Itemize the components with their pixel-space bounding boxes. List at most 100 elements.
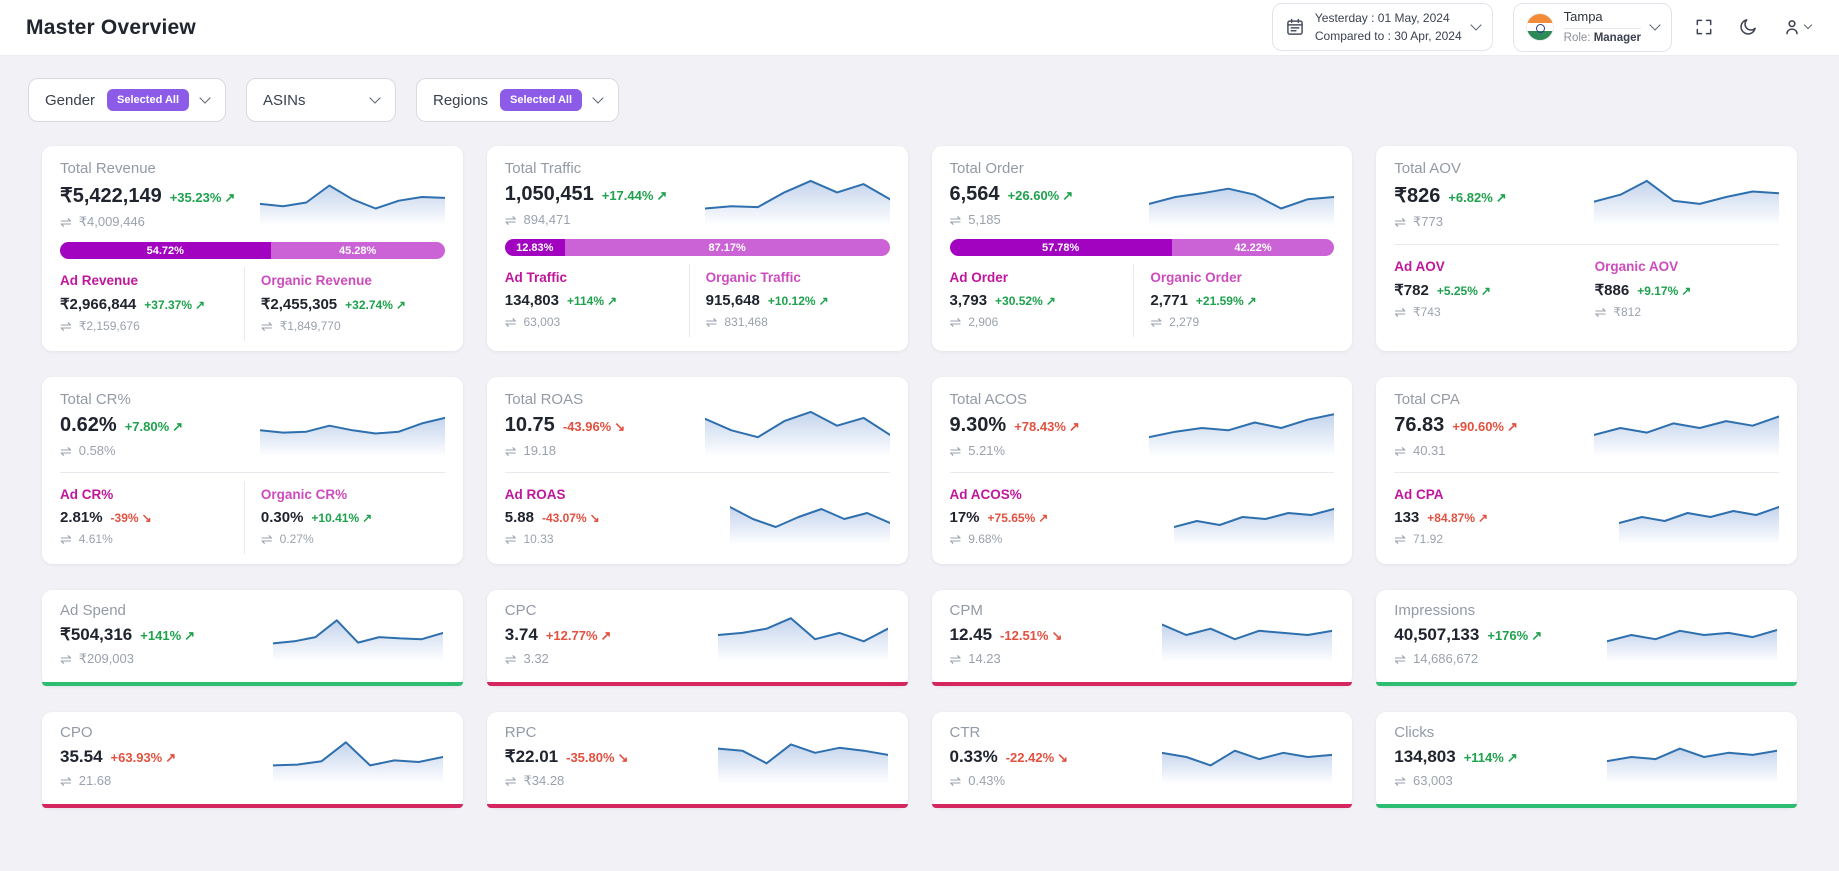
kpi-card-title: Clicks <box>1394 724 1435 741</box>
sparkline-chart <box>272 741 443 784</box>
trend-up-icon: ↗ <box>1681 284 1692 298</box>
compare-arrows-icon: ⇌ <box>705 314 718 330</box>
kpi-total-cr-value-row: 0.62% +7.80% ↗ <box>60 414 183 437</box>
sub-metrics: Ad AOV ₹782 +5.25% ↗ ⇌ ₹743 Organic AOV ₹886 +9.… <box>1394 253 1779 327</box>
compare-arrows-icon: ⇌ <box>504 650 517 667</box>
kpi-total-traffic-change: +17.44% ↗ <box>601 188 668 203</box>
sub-total-order-value-row: 3,793 +30.52% ↗ <box>950 292 1126 309</box>
kpi-total-aov-compare-value: ₹773 <box>1412 214 1443 229</box>
date-range-picker[interactable]: Yesterday : 01 May, 2024 Compared to : 3… <box>1271 3 1493 52</box>
sub-metric-ad-cr-: Ad CR% 2.81% -39% ↘ ⇌ 4.61% <box>60 481 244 554</box>
kpi-cpo-compare-value: 21.68 <box>78 773 112 788</box>
sub-total-revenue-value-row: ₹2,966,844 +37.37% ↗ <box>60 295 236 313</box>
kpi-card-main: Impressions 40,507,133 +176% ↗ ⇌ 14,686,672 <box>1394 602 1542 666</box>
kpi-cpo-value: 35.54 <box>60 747 103 766</box>
kpi-card-main: CPM 12.45 -12.51% ↘ ⇌ 14.23 <box>950 602 1063 666</box>
sub-total-aov-value: ₹782 <box>1394 282 1429 299</box>
calendar-icon <box>1287 19 1303 36</box>
trend-up-icon: ↗ <box>224 190 236 205</box>
compare-arrows-icon: ⇌ <box>1594 304 1607 320</box>
trend-up-icon: ↗ <box>1480 284 1491 298</box>
trend-up-icon: ↗ <box>1531 628 1543 643</box>
kpi-total-order-value: 6,564 <box>949 183 1000 205</box>
sub-total-acos-compare-value: 9.68% <box>968 532 1003 546</box>
kpi-total-roas-compare-row: ⇌ 19.18 <box>505 443 625 458</box>
moon-icon <box>1740 19 1756 36</box>
trend-up-icon: ↗ <box>1068 419 1080 434</box>
sub-total-traffic-compare-row: ⇌ 63,003 <box>505 315 681 329</box>
account-name: Tampa <box>1563 9 1641 29</box>
sub-total-traffic-change: +10.12% ↗ <box>767 294 829 308</box>
kpi-total-cpa-compare-value: 40.31 <box>1412 443 1446 458</box>
trend-up-icon: ↗ <box>1506 750 1518 765</box>
kpi-total-aov-change: +6.82% ↗ <box>1448 190 1507 205</box>
kpi-card-head: Total CR% 0.62% +7.80% ↗ ⇌ 0.58% <box>60 391 445 458</box>
kpi-card-main: Total CPA 76.83 +90.60% ↗ ⇌ 40.31 <box>1394 391 1518 458</box>
sub-metric-title: Ad Revenue <box>60 273 139 288</box>
sparkline-chart <box>1162 623 1333 662</box>
sub-metrics: Ad CR% 2.81% -39% ↘ ⇌ 4.61% Organic CR% 0.30% +1… <box>60 481 445 554</box>
filter-gender[interactable]: Gender Selected All <box>28 78 226 122</box>
kpi-card-title: CPM <box>949 602 983 619</box>
sparkline-chart <box>272 619 443 662</box>
top-bar: Master Overview Yesterday : 01 May, 2024… <box>0 0 1839 56</box>
sub-total-order-compare-row: ⇌ 2,279 <box>1150 315 1326 329</box>
user-menu-button[interactable] <box>1780 15 1813 39</box>
filter-asins[interactable]: ASINs <box>246 78 396 122</box>
sub-total-cr-compare-value: 4.61% <box>78 532 113 546</box>
sub-total-aov-compare-row: ⇌ ₹743 <box>1394 305 1570 319</box>
kpi-cpm-value: 12.45 <box>949 625 993 644</box>
ad-vs-organic-bar: 57.78% 42.22% <box>949 239 1335 256</box>
trend-up-icon: ↗ <box>184 628 196 643</box>
sub-metric-title: Organic Revenue <box>260 273 372 288</box>
filter-regions-badge: Selected All <box>500 89 582 111</box>
compare-arrows-icon: ⇌ <box>949 442 962 459</box>
sub-total-order-change: +30.52% ↗ <box>995 294 1056 308</box>
kpi-card-title: Total AOV <box>1394 160 1461 177</box>
kpi-total-roas-compare-value: 19.18 <box>523 443 557 458</box>
sub-total-roas-change: -43.07% ↘ <box>541 511 600 525</box>
account-selector[interactable]: Tampa Role: Manager <box>1512 3 1672 52</box>
trend-up-icon: ↗ <box>1062 188 1074 203</box>
kpi-clicks-compare-row: ⇌ 63,003 <box>1394 773 1517 788</box>
kpi-card-head: Ad Spend ₹504,316 +141% ↗ ⇌ ₹209,003 <box>60 602 445 667</box>
kpi-cpo-value-row: 35.54 +63.93% ↗ <box>60 747 176 767</box>
kpi-total-order-compare-row: ⇌ 5,185 <box>950 212 1074 227</box>
sub-total-aov-change: +5.25% ↗ <box>1436 284 1491 298</box>
kpi-total-order-change: +26.60% ↗ <box>1007 188 1074 203</box>
sub-metric-ad-acos-: Ad ACOS% 17% +75.65% ↗ ⇌ 9.68% <box>950 481 1057 554</box>
fullscreen-button[interactable] <box>1692 15 1716 39</box>
kpi-card-total-traffic: Total Traffic 1,050,451 +17.44% ↗ ⇌ 894,471 12… <box>486 146 908 351</box>
sub-total-traffic-value: 134,803 <box>504 292 559 309</box>
compare-arrows-icon: ⇌ <box>260 318 273 334</box>
kpi-rpc-change: -35.80% ↘ <box>566 750 629 765</box>
compare-arrows-icon: ⇌ <box>60 651 72 667</box>
ad-vs-organic-bar: 54.72% 45.28% <box>60 242 445 259</box>
trend-up-icon: ↗ <box>1045 294 1056 308</box>
kpi-total-roas-value-row: 10.75 -43.96% ↘ <box>505 414 625 437</box>
compare-arrows-icon: ⇌ <box>1394 772 1406 789</box>
bar-segment-ad: 54.72% <box>60 242 271 259</box>
kpi-card-title: RPC <box>504 724 537 741</box>
kpi-card-title: Total CR% <box>60 391 131 408</box>
kpi-total-cpa-compare-row: ⇌ 40.31 <box>1394 443 1518 458</box>
sparkline-chart <box>1174 508 1335 545</box>
trend-down-icon: ↘ <box>1057 750 1069 765</box>
sub-total-roas-compare-value: 10.33 <box>523 532 554 546</box>
sub-total-acos-change: +75.65% ↗ <box>987 511 1049 525</box>
sub-total-traffic-value: 915,648 <box>705 292 760 309</box>
account-text: Tampa Role: Manager <box>1563 9 1641 46</box>
kpi-impressions-change: +176% ↗ <box>1487 628 1543 643</box>
kpi-ctr-change: -22.42% ↘ <box>1005 750 1069 765</box>
kpi-card-clicks: Clicks 134,803 +114% ↗ ⇌ 63,003 <box>1376 712 1797 808</box>
kpi-card-head: Impressions 40,507,133 +176% ↗ ⇌ 14,686,672 <box>1394 602 1779 666</box>
compare-arrows-icon: ⇌ <box>504 211 517 228</box>
trend-up-icon: ↗ <box>607 294 618 308</box>
sparkline-chart <box>259 184 445 226</box>
dark-mode-toggle[interactable] <box>1736 15 1760 39</box>
chevron-down-icon <box>1649 19 1661 32</box>
top-bar-controls: Yesterday : 01 May, 2024 Compared to : 3… <box>1271 3 1813 52</box>
filter-regions[interactable]: Regions Selected All <box>416 78 619 122</box>
kpi-total-traffic-compare-row: ⇌ 894,471 <box>505 212 668 227</box>
sub-metric-title: Organic Order <box>1150 270 1242 285</box>
